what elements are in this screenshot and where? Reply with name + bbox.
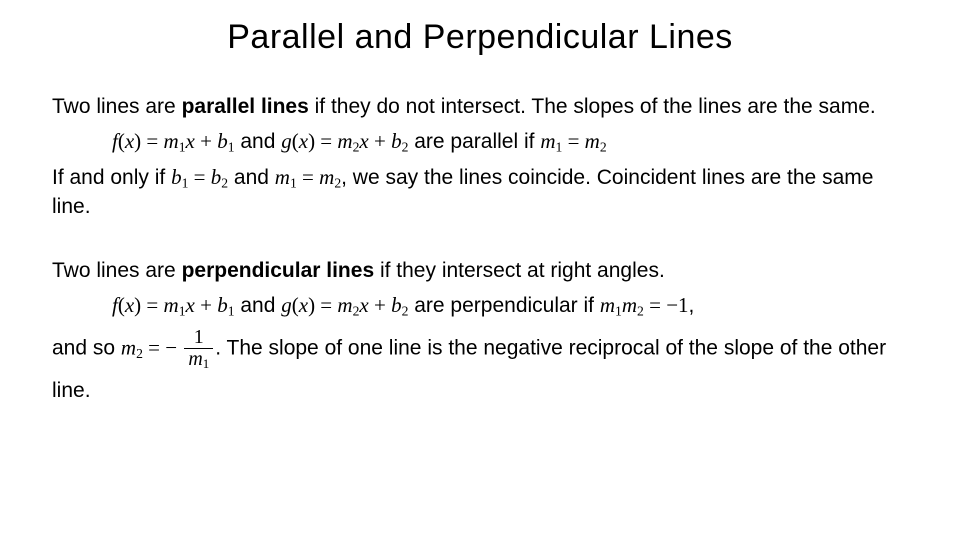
text: and [228,166,275,189]
text: if they intersect at right angles. [374,259,665,282]
math: g [281,293,292,317]
math: m [540,129,555,153]
math: m [121,335,136,359]
sub: 1 [290,175,297,190]
math: x [125,129,134,153]
math: + [195,129,217,153]
text: and [235,294,282,317]
math: x [125,293,134,317]
math: x [299,293,308,317]
math: ( [292,129,299,153]
text: If and only if [52,166,171,189]
spacer [52,228,908,256]
math: x [359,293,368,317]
sub: 1 [615,304,622,319]
math: b [217,293,228,317]
fraction: 1m1 [184,327,213,371]
fraction-numerator: 1 [184,327,213,349]
math: m [600,293,615,317]
math: ) = [308,293,337,317]
math: ( [118,293,125,317]
sub: 1 [228,140,235,155]
math: ( [292,293,299,317]
math: m [622,293,637,317]
math: x [359,129,368,153]
math: = [297,165,319,189]
math: + [195,293,217,317]
equation-parallel: f(x) = m1x + b1 and g(x) = m2x + b2 are … [112,127,908,157]
paragraph-parallel-intro: Two lines are parallel lines if they do … [52,92,908,121]
math: −1 [666,293,688,317]
term-parallel: parallel lines [182,95,309,118]
math: + [369,129,391,153]
math: = [562,129,584,153]
math: ) = [134,293,163,317]
math: m [319,165,334,189]
paragraph-reciprocal: and so m2 = − 1m1. The slope of one line… [52,327,908,411]
math: m [337,293,352,317]
text: and so [52,336,121,359]
math: g [281,129,292,153]
math: m [337,129,352,153]
math: = [644,293,666,317]
paragraph-perpendicular-intro: Two lines are perpendicular lines if the… [52,256,908,285]
math: = − [143,335,182,359]
math: b [171,165,182,189]
text: , [689,294,695,317]
text: Two lines are [52,259,182,282]
math: + [369,293,391,317]
math: b [391,129,402,153]
math: ) = [134,129,163,153]
text: Two lines are [52,95,182,118]
math: b [391,293,402,317]
equation-perpendicular: f(x) = m1x + b1 and g(x) = m2x + b2 are … [112,291,908,321]
sub: 2 [600,140,607,155]
paragraph-coincident: If and only if b1 = b2 and m1 = m2, we s… [52,163,908,222]
math: ( [118,129,125,153]
slide-title: Parallel and Perpendicular Lines [0,18,960,57]
math: b [211,165,222,189]
text: are parallel if [408,130,540,153]
math: x [299,129,308,153]
math: = [188,165,210,189]
sub: 1 [228,304,235,319]
math: ) = [308,129,337,153]
sub: 2 [136,346,143,361]
text: if they do not intersect. The slopes of … [309,95,876,118]
math: m [164,129,179,153]
sub: 1 [179,140,186,155]
math: m [585,129,600,153]
text: are perpendicular if [408,294,599,317]
math: x [186,129,195,153]
fraction-denominator: m1 [184,349,213,371]
text: and [235,130,282,153]
math: m [275,165,290,189]
sub: 1 [203,356,209,371]
math: x [186,293,195,317]
math: m [164,293,179,317]
sub: 1 [179,304,186,319]
sub: 2 [637,304,644,319]
slide-body: Two lines are parallel lines if they do … [52,92,908,416]
math: m [188,348,202,370]
slide: Parallel and Perpendicular Lines Two lin… [0,0,960,540]
math: b [217,129,228,153]
term-perpendicular: perpendicular lines [182,259,375,282]
